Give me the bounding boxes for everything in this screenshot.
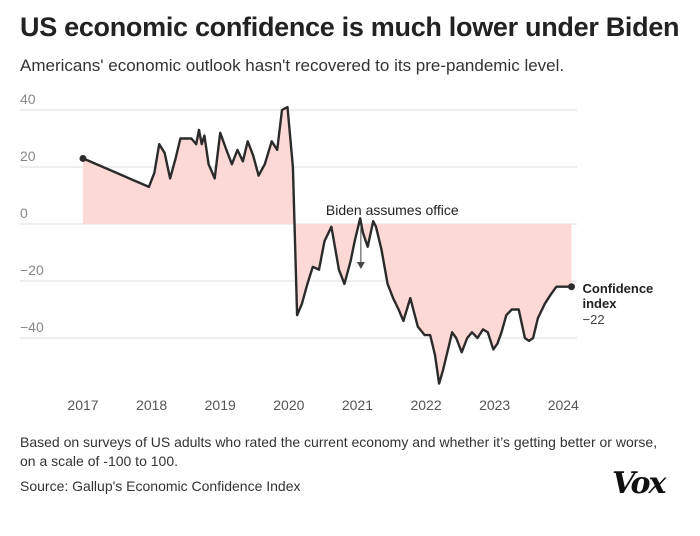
confidence-line [82, 105, 572, 385]
chart-source: Source: Gallup's Economic Confidence Ind… [20, 478, 301, 494]
x-tick-label: 2024 [548, 397, 579, 413]
confidence-chart: 40 20 0 −20 −40 2017 2018 2019 2020 2021 2022 2023 2… [20, 91, 654, 413]
y-tick-label: 0 [20, 205, 28, 221]
series-start-point [79, 154, 87, 162]
end-label-value: −22 [583, 312, 605, 327]
y-tick-label: −40 [20, 319, 44, 335]
x-tick-label: 2021 [342, 397, 373, 413]
chart-note: Based on surveys of US adults who rated … [20, 434, 658, 469]
series-end-point [568, 283, 576, 291]
y-tick-label: 20 [20, 148, 36, 164]
chart-title: US economic confidence is much lower und… [20, 12, 680, 42]
x-tick-label: 2017 [67, 397, 98, 413]
vox-logo: Vox [612, 466, 666, 501]
annotation-arrowhead [356, 262, 365, 269]
x-tick-label: 2018 [136, 397, 167, 413]
x-tick-label: 2020 [273, 397, 304, 413]
x-tick-label: 2019 [205, 397, 236, 413]
annotation-biden-assumes-office: Biden assumes office [326, 202, 459, 218]
chart-subtitle: Americans' economic outlook hasn't recov… [20, 56, 565, 75]
y-tick-label: 40 [20, 91, 36, 107]
confidence-area-fill [83, 107, 572, 384]
x-tick-label: 2022 [410, 397, 441, 413]
annotations: Biden assumes office Confidence index −2… [79, 154, 654, 327]
end-label-index: index [583, 296, 618, 311]
end-label-confidence: Confidence [583, 281, 654, 296]
x-tick-label: 2023 [479, 397, 510, 413]
axis-labels: 40 20 0 −20 −40 2017 2018 2019 2020 2021 2022 2023 2… [20, 91, 579, 413]
y-tick-label: −20 [20, 262, 44, 278]
